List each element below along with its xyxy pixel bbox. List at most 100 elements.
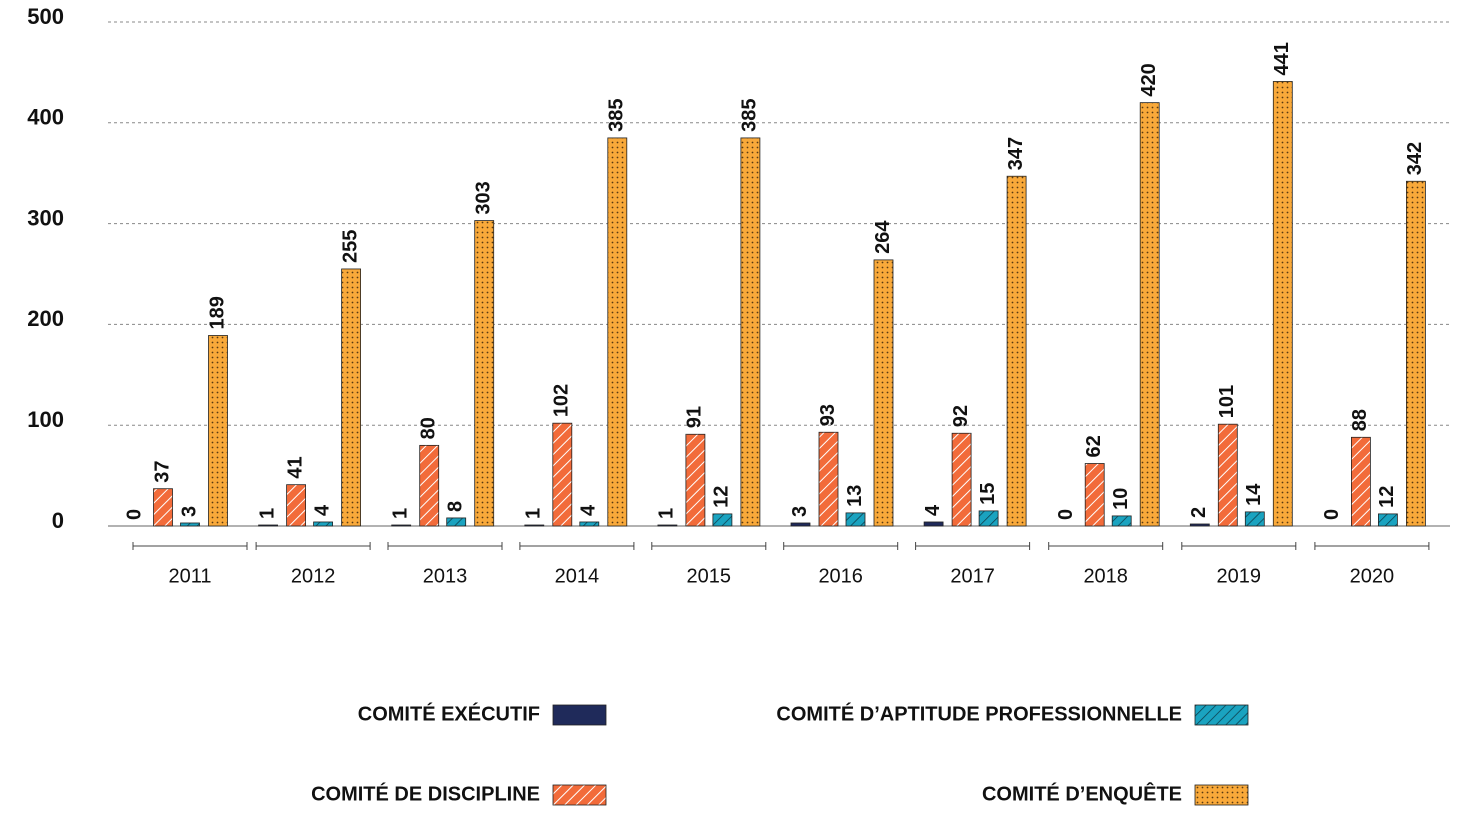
value-label: 420: [1138, 63, 1160, 96]
bar: [1244, 511, 1265, 527]
bar: [978, 510, 999, 527]
bar: [1272, 81, 1293, 527]
x-tick-label: 2019: [1217, 565, 1262, 587]
value-label: 0: [123, 509, 145, 520]
value-label: 62: [1083, 435, 1105, 457]
bar: [286, 484, 307, 527]
bar: [419, 444, 440, 527]
legend-swatch: [552, 704, 607, 726]
bar: [1406, 180, 1426, 527]
value-label: 347: [1005, 137, 1027, 170]
bar: [579, 521, 600, 527]
bar: [657, 524, 678, 527]
bar: [923, 521, 944, 527]
bar: [153, 488, 173, 527]
value-label: 441: [1271, 42, 1293, 75]
legend-label: COMITÉ EXÉCUTIF: [358, 702, 540, 725]
y-tick-label: 500: [27, 4, 64, 29]
x-tick-label: 2011: [168, 565, 211, 587]
value-label: 80: [417, 417, 439, 439]
value-label: 255: [339, 230, 361, 263]
legend-label: COMITÉ DE DISCIPLINE: [311, 782, 540, 805]
legend-label: COMITÉ D’APTITUDE PROFESSIONNELLE: [776, 702, 1182, 725]
value-label: 2: [1188, 507, 1210, 518]
value-label: 12: [1376, 486, 1398, 508]
bar: [873, 259, 894, 527]
bar: [341, 268, 362, 527]
value-label: 37: [151, 460, 173, 482]
bar: [1189, 523, 1210, 527]
bar: [208, 335, 228, 527]
bar: [712, 513, 733, 527]
bar: [258, 524, 279, 527]
bar: [1006, 175, 1027, 527]
value-label: 1: [256, 508, 278, 519]
bar: [446, 517, 467, 527]
x-tick-label: 2018: [1083, 565, 1128, 587]
value-label: 3: [789, 506, 811, 517]
y-tick-label: 200: [27, 306, 64, 331]
bar: [818, 431, 839, 527]
value-label: 1: [656, 508, 678, 519]
bar: [1084, 463, 1105, 527]
value-label: 0: [1321, 509, 1343, 520]
value-label: 10: [1110, 488, 1132, 510]
bar: [1351, 436, 1371, 527]
value-label: 101: [1216, 385, 1238, 418]
x-tick-label: 2020: [1350, 565, 1395, 587]
bar: [1111, 515, 1132, 527]
x-tick-label: 2012: [291, 565, 336, 587]
x-tick-label: 2017: [950, 565, 995, 587]
bar: [1139, 102, 1160, 527]
bar: [845, 512, 866, 527]
bar: [951, 432, 972, 527]
bar: [524, 524, 545, 527]
x-tick-label: 2013: [423, 565, 468, 587]
value-label: 3: [178, 506, 200, 517]
y-tick-label: 400: [27, 105, 64, 130]
legend-swatch: [1194, 784, 1249, 806]
value-label: 264: [872, 220, 894, 254]
value-label: 1: [523, 508, 545, 519]
bar: [1378, 513, 1398, 527]
bar: [740, 137, 761, 527]
bar: [313, 521, 334, 527]
value-label: 8: [444, 501, 466, 512]
value-label: 342: [1404, 142, 1426, 175]
value-label: 303: [472, 181, 494, 214]
x-tick-label: 2014: [555, 565, 600, 587]
value-label: 189: [206, 296, 228, 329]
value-label: 4: [311, 504, 333, 516]
bar: [790, 522, 811, 527]
x-tick-label: 2015: [687, 565, 732, 587]
value-label: 4: [578, 504, 600, 516]
value-label: 93: [817, 404, 839, 426]
bar: [391, 524, 412, 527]
value-label: 4: [922, 504, 944, 516]
bar: [552, 422, 573, 527]
bar: [1217, 423, 1238, 527]
bar: [180, 522, 200, 527]
value-label: 102: [551, 384, 573, 417]
y-tick-label: 0: [52, 508, 64, 533]
legend-swatch: [552, 784, 607, 806]
bar: [685, 433, 706, 527]
value-label: 12: [711, 486, 733, 508]
value-label: 0: [1055, 509, 1077, 520]
value-label: 385: [606, 99, 628, 132]
y-tick-label: 300: [27, 205, 64, 230]
value-label: 92: [950, 405, 972, 427]
value-label: 13: [844, 485, 866, 507]
value-label: 385: [739, 99, 761, 132]
value-label: 91: [684, 406, 706, 428]
legend-swatch: [1194, 704, 1249, 726]
value-label: 41: [284, 456, 306, 478]
y-tick-label: 100: [27, 407, 64, 432]
x-tick-label: 2016: [818, 565, 863, 587]
bar: [474, 220, 495, 527]
bar: [607, 137, 628, 527]
legend-label: COMITÉ D’ENQUÊTE: [982, 781, 1182, 805]
value-label: 88: [1349, 409, 1371, 431]
value-label: 14: [1243, 483, 1265, 506]
